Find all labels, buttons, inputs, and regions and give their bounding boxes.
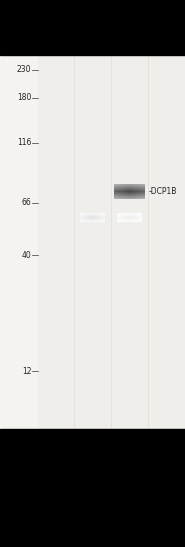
Text: 66: 66 xyxy=(22,198,31,207)
Text: 230: 230 xyxy=(17,65,31,74)
Bar xyxy=(0,0,185,55)
Text: 180: 180 xyxy=(17,94,31,102)
Bar xyxy=(0,55,37,429)
Text: -DCP1B: -DCP1B xyxy=(148,187,177,196)
Text: 12: 12 xyxy=(22,367,31,376)
Bar xyxy=(0,429,185,547)
Text: 40: 40 xyxy=(22,251,31,260)
Bar xyxy=(0,55,185,429)
Text: 116: 116 xyxy=(17,138,31,147)
